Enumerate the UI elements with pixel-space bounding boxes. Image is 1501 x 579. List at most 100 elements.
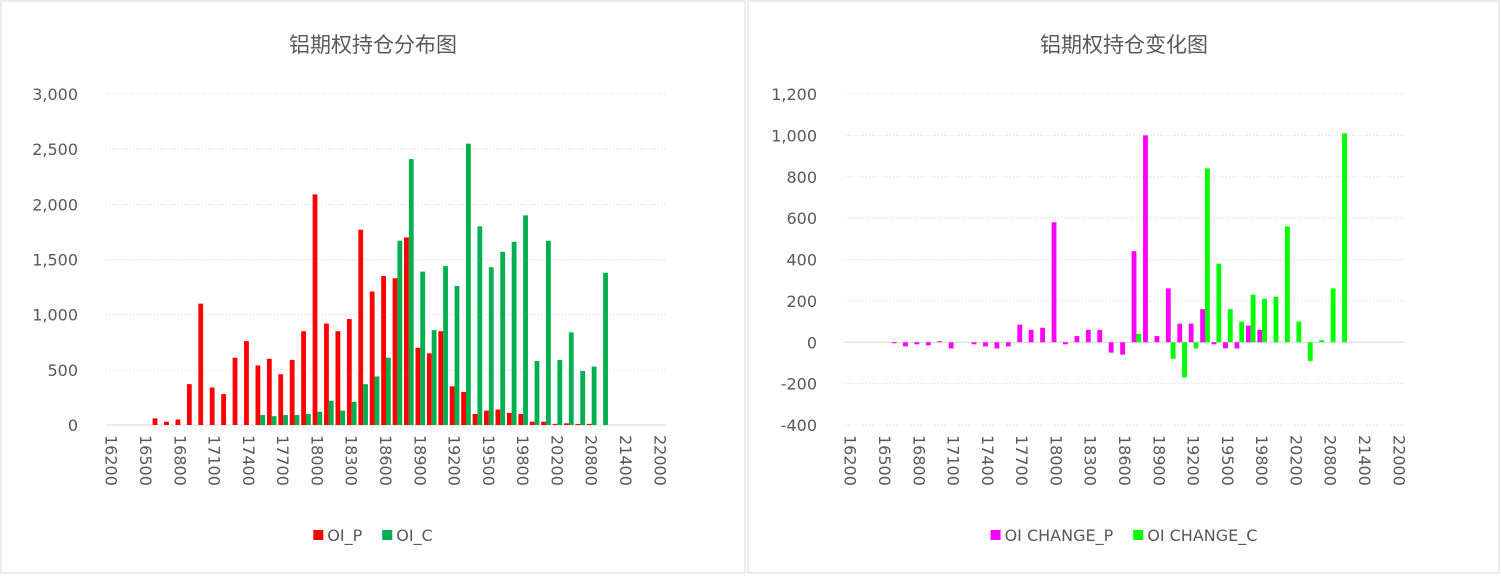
bar <box>381 276 386 425</box>
bar <box>1154 336 1160 343</box>
bar <box>1131 251 1137 343</box>
bar <box>1234 342 1240 349</box>
x-tick-label: 22000 <box>1389 435 1408 486</box>
y-tick-label: -200 <box>781 375 817 394</box>
bar <box>164 421 169 425</box>
y-tick-label: 600 <box>786 209 817 228</box>
bar <box>466 143 471 425</box>
bar <box>591 366 597 425</box>
legend-swatch <box>1133 530 1144 540</box>
bar <box>603 272 608 425</box>
bar <box>534 361 540 425</box>
bar <box>351 401 357 425</box>
legend-label: OI_C <box>396 526 432 546</box>
bar <box>1108 342 1114 353</box>
bar <box>209 387 215 425</box>
x-tick-label: 18600 <box>1115 435 1134 486</box>
x-tick-label: 21400 <box>1355 435 1374 486</box>
bar <box>495 409 501 425</box>
x-tick-label: 20800 <box>582 435 601 486</box>
bar <box>564 423 569 425</box>
bar <box>518 413 524 425</box>
panel <box>747 0 1500 574</box>
bar <box>1342 133 1347 343</box>
bar <box>301 331 306 425</box>
legend-swatch <box>990 530 1001 540</box>
bar <box>557 359 563 425</box>
y-tick-label: 3,000 <box>32 85 78 104</box>
y-tick-label: 500 <box>47 361 78 380</box>
bar <box>983 342 988 347</box>
bar <box>1257 329 1263 343</box>
bar <box>443 266 448 425</box>
bar <box>1182 342 1187 378</box>
bar <box>1188 323 1194 343</box>
bar <box>994 342 1000 349</box>
bar <box>198 303 204 425</box>
x-tick-label: 16800 <box>170 435 189 486</box>
bar <box>1085 329 1091 343</box>
bar <box>1200 309 1205 343</box>
bar <box>404 237 409 425</box>
bar <box>392 278 398 425</box>
y-tick-label: 200 <box>786 292 817 311</box>
bar <box>523 215 528 425</box>
bar <box>369 291 375 425</box>
x-tick-label: 20200 <box>1286 435 1305 486</box>
bar <box>1245 325 1251 343</box>
x-tick-label: 16200 <box>841 435 860 486</box>
x-tick-label: 20800 <box>1321 435 1340 486</box>
bar <box>186 384 192 425</box>
bar <box>266 358 272 425</box>
bar <box>891 342 897 344</box>
bar <box>472 413 478 425</box>
bar <box>477 226 483 425</box>
bar <box>1136 333 1142 343</box>
bar <box>1074 336 1080 343</box>
y-tick-label: 2,500 <box>32 140 78 159</box>
x-tick-label: 16800 <box>909 435 928 486</box>
bar <box>152 418 158 425</box>
y-tick-label: -400 <box>781 416 817 435</box>
bar <box>568 332 574 425</box>
bar <box>328 400 334 425</box>
x-tick-label: 17400 <box>978 435 997 486</box>
bar <box>454 285 460 425</box>
bar <box>511 241 517 425</box>
x-tick-label: 17400 <box>239 435 258 486</box>
bar <box>426 353 432 425</box>
y-tick-label: 0 <box>68 416 78 435</box>
y-tick-label: 800 <box>786 168 817 187</box>
bar <box>552 423 558 425</box>
x-tick-label: 19500 <box>1218 435 1237 486</box>
bar <box>1051 222 1057 343</box>
bar <box>386 357 391 425</box>
y-tick-label: 1,500 <box>32 251 78 270</box>
x-tick-label: 22000 <box>650 435 669 486</box>
bar <box>1177 323 1183 343</box>
chart-title: 铝期权持仓分布图 <box>289 33 457 57</box>
bar <box>1262 298 1267 343</box>
bar <box>948 342 954 349</box>
bar <box>506 412 512 425</box>
bar <box>324 323 329 425</box>
bar <box>374 376 380 425</box>
bar <box>1017 324 1023 343</box>
bar <box>449 386 455 425</box>
bar <box>244 341 249 425</box>
bar <box>1216 263 1222 343</box>
panel <box>0 0 746 574</box>
bar <box>971 342 977 345</box>
bar <box>335 331 341 425</box>
bar <box>461 391 466 425</box>
y-tick-label: 2,000 <box>32 195 78 214</box>
bar <box>1239 321 1245 343</box>
bar <box>586 423 592 425</box>
bar <box>260 415 266 425</box>
bar <box>306 413 311 425</box>
bar <box>925 342 931 346</box>
bar <box>294 415 300 425</box>
x-tick-label: 16500 <box>875 435 894 486</box>
bar <box>289 359 295 425</box>
